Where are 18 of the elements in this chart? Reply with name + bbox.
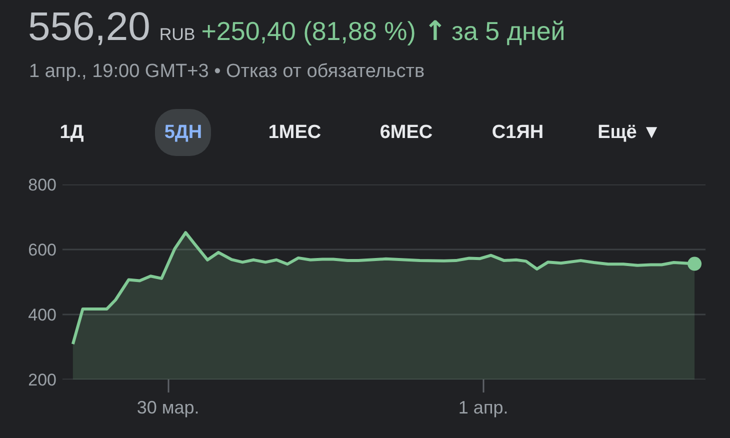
y-tick-label: 400 [28, 306, 57, 324]
y-tick-label: 800 [28, 176, 57, 194]
x-tick-label: 1 апр. [458, 398, 508, 418]
text: 1МЕС [268, 120, 322, 145]
text: ↑ [424, 15, 447, 49]
y-tick-label: 200 [28, 370, 57, 390]
text: за 5 дней [452, 15, 566, 48]
chart-title: 556,20 [28, 4, 150, 51]
text: RUB [159, 24, 196, 46]
text: С1ЯН [492, 120, 544, 145]
text: +250,40 (81,88 %) [201, 15, 416, 48]
x-tick-label: 30 мар. [136, 398, 200, 418]
text: Ещё ▼ [598, 120, 661, 145]
y-tick-label: 600 [28, 240, 57, 260]
text: 6МЕС [380, 120, 433, 145]
text: 5ДН [155, 108, 212, 156]
chart-subtitle: 1 апр., 19:00 GMT+3 • Отказ от обязательств [29, 60, 425, 84]
text: 1Д [60, 120, 84, 145]
